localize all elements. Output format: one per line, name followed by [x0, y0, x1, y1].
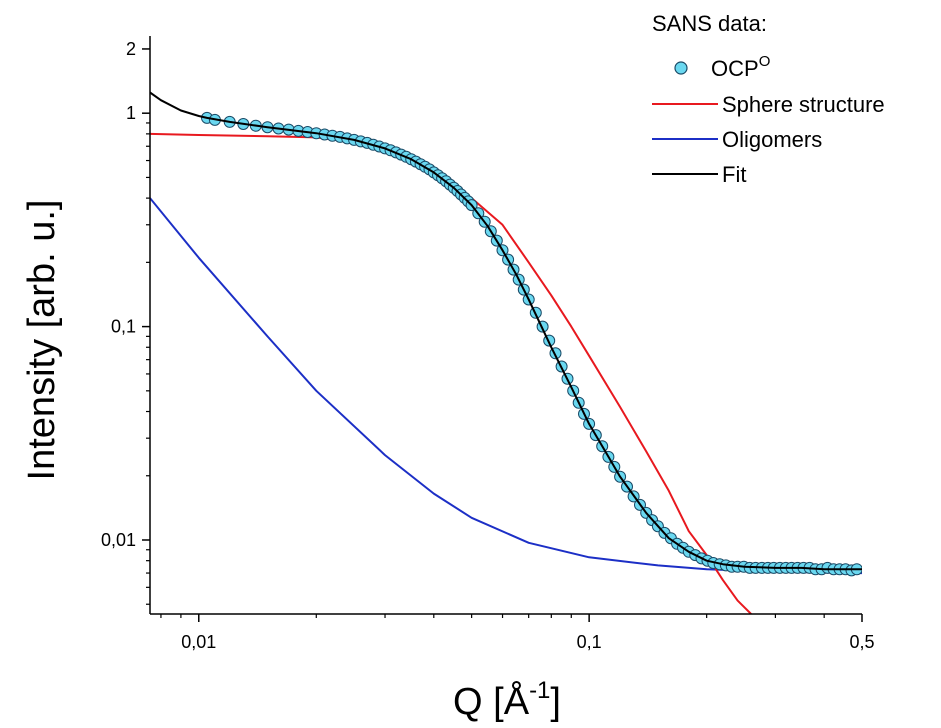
- legend-entry-ocp: OCPO: [674, 53, 770, 81]
- legend-marker-ocp: [674, 61, 688, 75]
- markers-layer: [201, 111, 862, 577]
- legend-label-fit: Fit: [722, 162, 746, 187]
- plot-area: [150, 91, 862, 614]
- legend-entry-sphere: Sphere structure: [652, 92, 885, 117]
- x-tick-label-1: 0,1: [577, 632, 602, 652]
- y-tick-label-1: 0,1: [111, 317, 136, 337]
- oligomers-curve: [150, 197, 862, 575]
- oligomers-layer: [150, 197, 862, 575]
- fit-curve: [150, 91, 862, 571]
- legend-label-ocp-sup: O: [759, 53, 771, 70]
- fit-layer: [150, 91, 862, 571]
- axes: [149, 36, 862, 615]
- x-axis-title-main: Q [Å: [453, 679, 530, 723]
- legend: SANS data: OCPO Sphere structure Oligome…: [652, 11, 885, 187]
- x-tick-label-0: 0,01: [181, 632, 216, 652]
- sphere-structure-curve: [150, 132, 752, 614]
- x-axis-title-end: ]: [550, 681, 561, 723]
- y-tick-label-2: 1: [126, 103, 136, 123]
- legend-label-sphere: Sphere structure: [722, 92, 885, 117]
- ticks: 0,01 0,1 0,5 0,01 0,1 1 2: [101, 39, 875, 652]
- x-tick-label-2: 0,5: [849, 632, 874, 652]
- x-axis-title-sup: -1: [529, 677, 550, 704]
- y-axis-title: Intensity [arb. u.]: [21, 200, 63, 481]
- legend-label-ocp: OCPO: [711, 53, 770, 81]
- sphere-layer: [150, 132, 752, 614]
- y-tick-label-0: 0,01: [101, 530, 136, 550]
- legend-entry-fit: Fit: [652, 162, 746, 187]
- legend-title: SANS data:: [652, 11, 767, 36]
- legend-label-ocp-main: OCP: [711, 56, 759, 81]
- legend-entry-oligomers: Oligomers: [652, 127, 822, 152]
- x-axis-title: Q [Å-1]: [453, 677, 561, 723]
- legend-label-oligomers: Oligomers: [722, 127, 822, 152]
- y-tick-label-3: 2: [126, 39, 136, 59]
